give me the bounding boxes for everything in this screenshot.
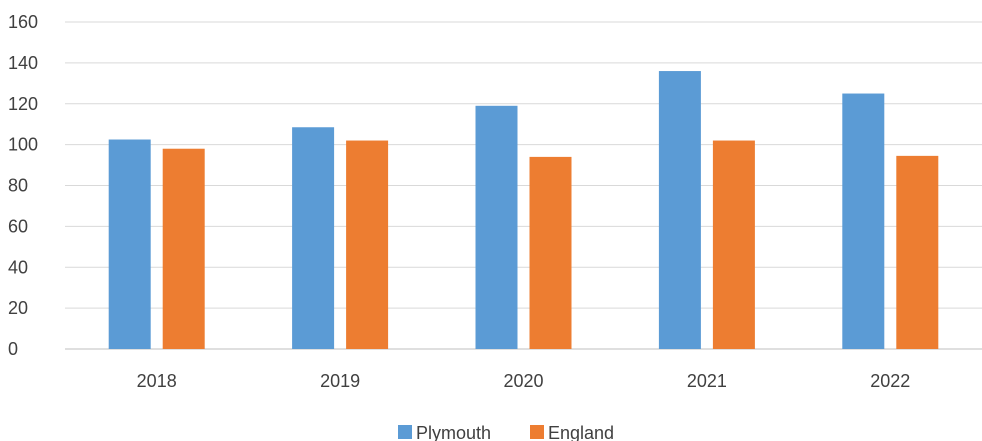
x-axis-ticks: 2018 2019 2020 2021 2022 [137,371,911,391]
legend: Plymouth England [398,423,614,441]
y-axis-ticks: 0 20 40 60 80 100 120 140 160 [8,12,38,359]
x-tick-label: 2019 [320,371,360,391]
bar-plymouth-2022 [842,93,885,349]
y-tick-label: 80 [8,176,28,196]
y-tick-label: 60 [8,216,28,236]
x-tick-label: 2021 [687,371,727,391]
y-tick-label: 160 [8,12,38,32]
bar-plymouth-2019 [292,127,335,349]
legend-item-england: England [530,423,614,441]
bar-england-2020 [529,156,572,349]
legend-swatch [398,425,412,439]
bars [108,71,939,350]
y-tick-label: 40 [8,257,28,277]
x-tick-label: 2018 [137,371,177,391]
y-tick-label: 140 [8,53,38,73]
y-tick-label: 100 [8,135,38,155]
x-tick-label: 2022 [870,371,910,391]
legend-swatch [530,425,544,439]
bar-england-2021 [712,140,755,349]
bar-plymouth-2021 [658,71,701,350]
legend-label: Plymouth [416,423,491,441]
y-tick-label: 20 [8,298,28,318]
bar-england-2018 [162,148,205,349]
x-tick-label: 2020 [503,371,543,391]
legend-label: England [548,423,614,441]
y-tick-label: 0 [8,339,18,359]
bar-plymouth-2018 [108,139,151,349]
bar-plymouth-2020 [475,105,518,349]
gridlines [65,21,982,350]
y-tick-label: 120 [8,94,38,114]
legend-item-plymouth: Plymouth [398,423,491,441]
bar-england-2019 [346,140,389,349]
bar-england-2022 [896,155,939,349]
